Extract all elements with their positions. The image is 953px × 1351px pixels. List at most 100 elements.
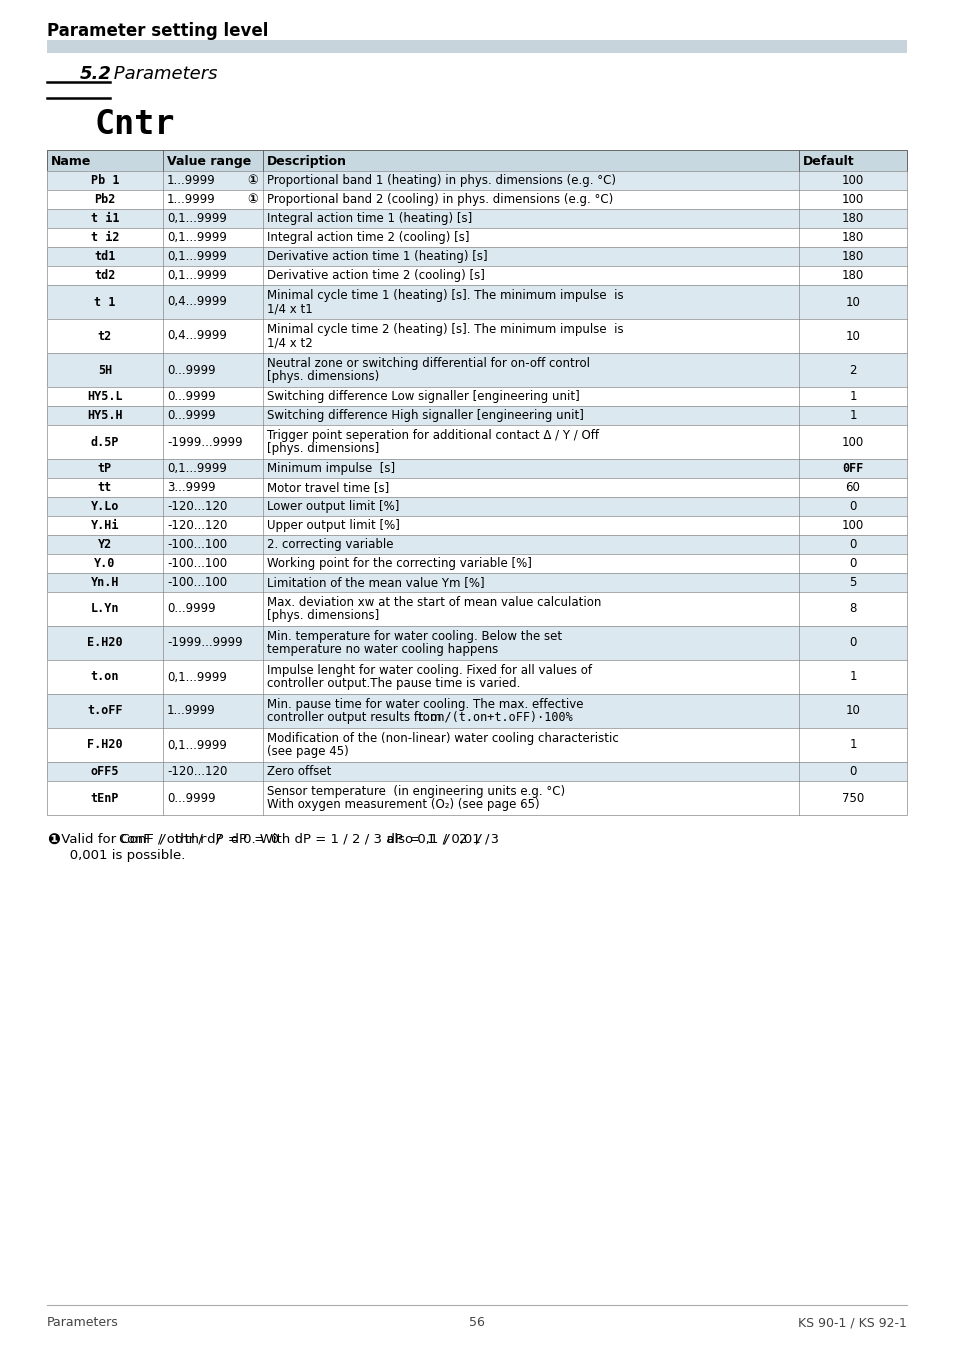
Bar [47,266,906,285]
Text: 3...9999: 3...9999 [167,481,215,494]
Bar [47,535,906,554]
Bar [47,319,906,353]
Text: 1...9999: 1...9999 [167,174,215,186]
Text: t.oFF: t.oFF [87,704,123,717]
Text: 1...9999: 1...9999 [167,704,215,717]
Text: 0: 0 [848,557,856,570]
Bar [47,694,906,728]
Bar [47,353,906,386]
Text: dP = 1 / 2 / 3: dP = 1 / 2 / 3 [387,834,498,846]
Text: 60: 60 [844,481,860,494]
Bar [47,150,906,172]
Bar [47,535,906,554]
Text: 2: 2 [848,363,856,377]
Text: 0,4...9999: 0,4...9999 [167,296,227,308]
Bar [47,407,906,426]
Text: 0: 0 [848,765,856,778]
Text: ①: ① [248,193,258,205]
Text: 0,1...9999: 0,1...9999 [167,212,227,226]
Text: 1/4 x t2: 1/4 x t2 [267,336,313,349]
Text: 0,1...9999: 0,1...9999 [167,269,227,282]
Bar [47,459,906,478]
Text: [phys. dimensions]: [phys. dimensions] [267,609,379,621]
Text: Motor travel time [s]: Motor travel time [s] [267,481,389,494]
Bar [47,426,906,459]
Text: 0,1...9999: 0,1...9999 [167,250,227,263]
Bar [47,554,906,573]
Bar [47,150,906,172]
Text: 100: 100 [841,435,863,449]
Text: Integral action time 1 (heating) [s]: Integral action time 1 (heating) [s] [267,212,472,226]
Text: Y.0: Y.0 [94,557,115,570]
Bar [47,353,906,386]
Bar [47,172,906,190]
Text: 10: 10 [844,296,860,308]
Text: [phys. dimensions): [phys. dimensions) [267,370,379,382]
Text: t.on/(t.on+t.oFF)·100%: t.on/(t.on+t.oFF)·100% [416,711,572,724]
Text: 0,1...9999: 0,1...9999 [167,739,227,751]
Text: controller output results from: controller output results from [267,711,445,724]
Text: 5H: 5H [98,363,112,377]
Text: -120...120: -120...120 [167,519,227,532]
Text: Y.Lo: Y.Lo [91,500,119,513]
Bar [47,781,906,815]
Bar [47,209,906,228]
Text: (see page 45): (see page 45) [267,744,349,758]
Text: 0...9999: 0...9999 [167,363,215,377]
Bar [47,247,906,266]
Text: Valid for ConF / othr / dP = 0. With dP = 1 / 2 / 3 also 0,1 / 0,01 /: Valid for ConF / othr / dP = 0. With dP … [57,834,489,846]
Text: 1/4 x t1: 1/4 x t1 [267,303,313,315]
Text: Pb2: Pb2 [94,193,115,205]
Text: Derivative action time 2 (cooling) [s]: Derivative action time 2 (cooling) [s] [267,269,484,282]
Text: Y.Hi: Y.Hi [91,519,119,532]
Text: Name: Name [51,155,91,168]
Text: 180: 180 [841,212,863,226]
Text: 1: 1 [848,739,856,751]
Text: Minimal cycle time 1 (heating) [s]. The minimum impulse  is: Minimal cycle time 1 (heating) [s]. The … [267,289,623,303]
Bar [47,190,906,209]
Bar [47,426,906,459]
Text: tP: tP [98,462,112,476]
Text: -100...100: -100...100 [167,576,227,589]
Text: 100: 100 [841,519,863,532]
Bar [47,762,906,781]
Text: Sensor temperature  (in engineering units e.g. °C): Sensor temperature (in engineering units… [267,785,564,798]
Text: Proportional band 1 (heating) in phys. dimensions (e.g. °C): Proportional band 1 (heating) in phys. d… [267,174,616,186]
Text: 1: 1 [848,390,856,403]
Bar [47,592,906,626]
Bar [47,209,906,228]
Bar [47,728,906,762]
Text: Modification of the (non-linear) water cooling characteristic: Modification of the (non-linear) water c… [267,732,618,744]
Text: Neutral zone or switching differential for on-off control: Neutral zone or switching differential f… [267,357,589,370]
Text: t 1: t 1 [94,296,115,308]
Text: ❶: ❶ [47,834,60,848]
Bar [47,497,906,516]
Bar [47,190,906,209]
Text: -120...120: -120...120 [167,765,227,778]
Bar [47,247,906,266]
Text: Integral action time 2 (cooling) [s]: Integral action time 2 (cooling) [s] [267,231,469,245]
Text: Upper output limit [%]: Upper output limit [%] [267,519,399,532]
Bar [47,285,906,319]
Text: Minimal cycle time 2 (heating) [s]. The minimum impulse  is: Minimal cycle time 2 (heating) [s]. The … [267,323,623,336]
Text: Value range: Value range [167,155,251,168]
Bar [47,228,906,247]
Text: 100: 100 [841,174,863,186]
Bar [47,781,906,815]
Bar [47,626,906,661]
Bar [47,266,906,285]
Bar [47,478,906,497]
Text: t.on: t.on [91,670,119,684]
Text: tEnP: tEnP [91,792,119,804]
Text: Derivative action time 1 (heating) [s]: Derivative action time 1 (heating) [s] [267,250,487,263]
Text: Switching difference Low signaller [engineering unit]: Switching difference Low signaller [engi… [267,390,579,403]
Bar [47,172,906,190]
Text: 0...9999: 0...9999 [167,390,215,403]
Text: E.H20: E.H20 [87,636,123,650]
Bar [47,407,906,426]
Bar [47,478,906,497]
Bar [47,762,906,781]
Text: 2. correcting variable: 2. correcting variable [267,538,393,551]
Text: 0...9999: 0...9999 [167,792,215,804]
Text: 10: 10 [844,704,860,717]
